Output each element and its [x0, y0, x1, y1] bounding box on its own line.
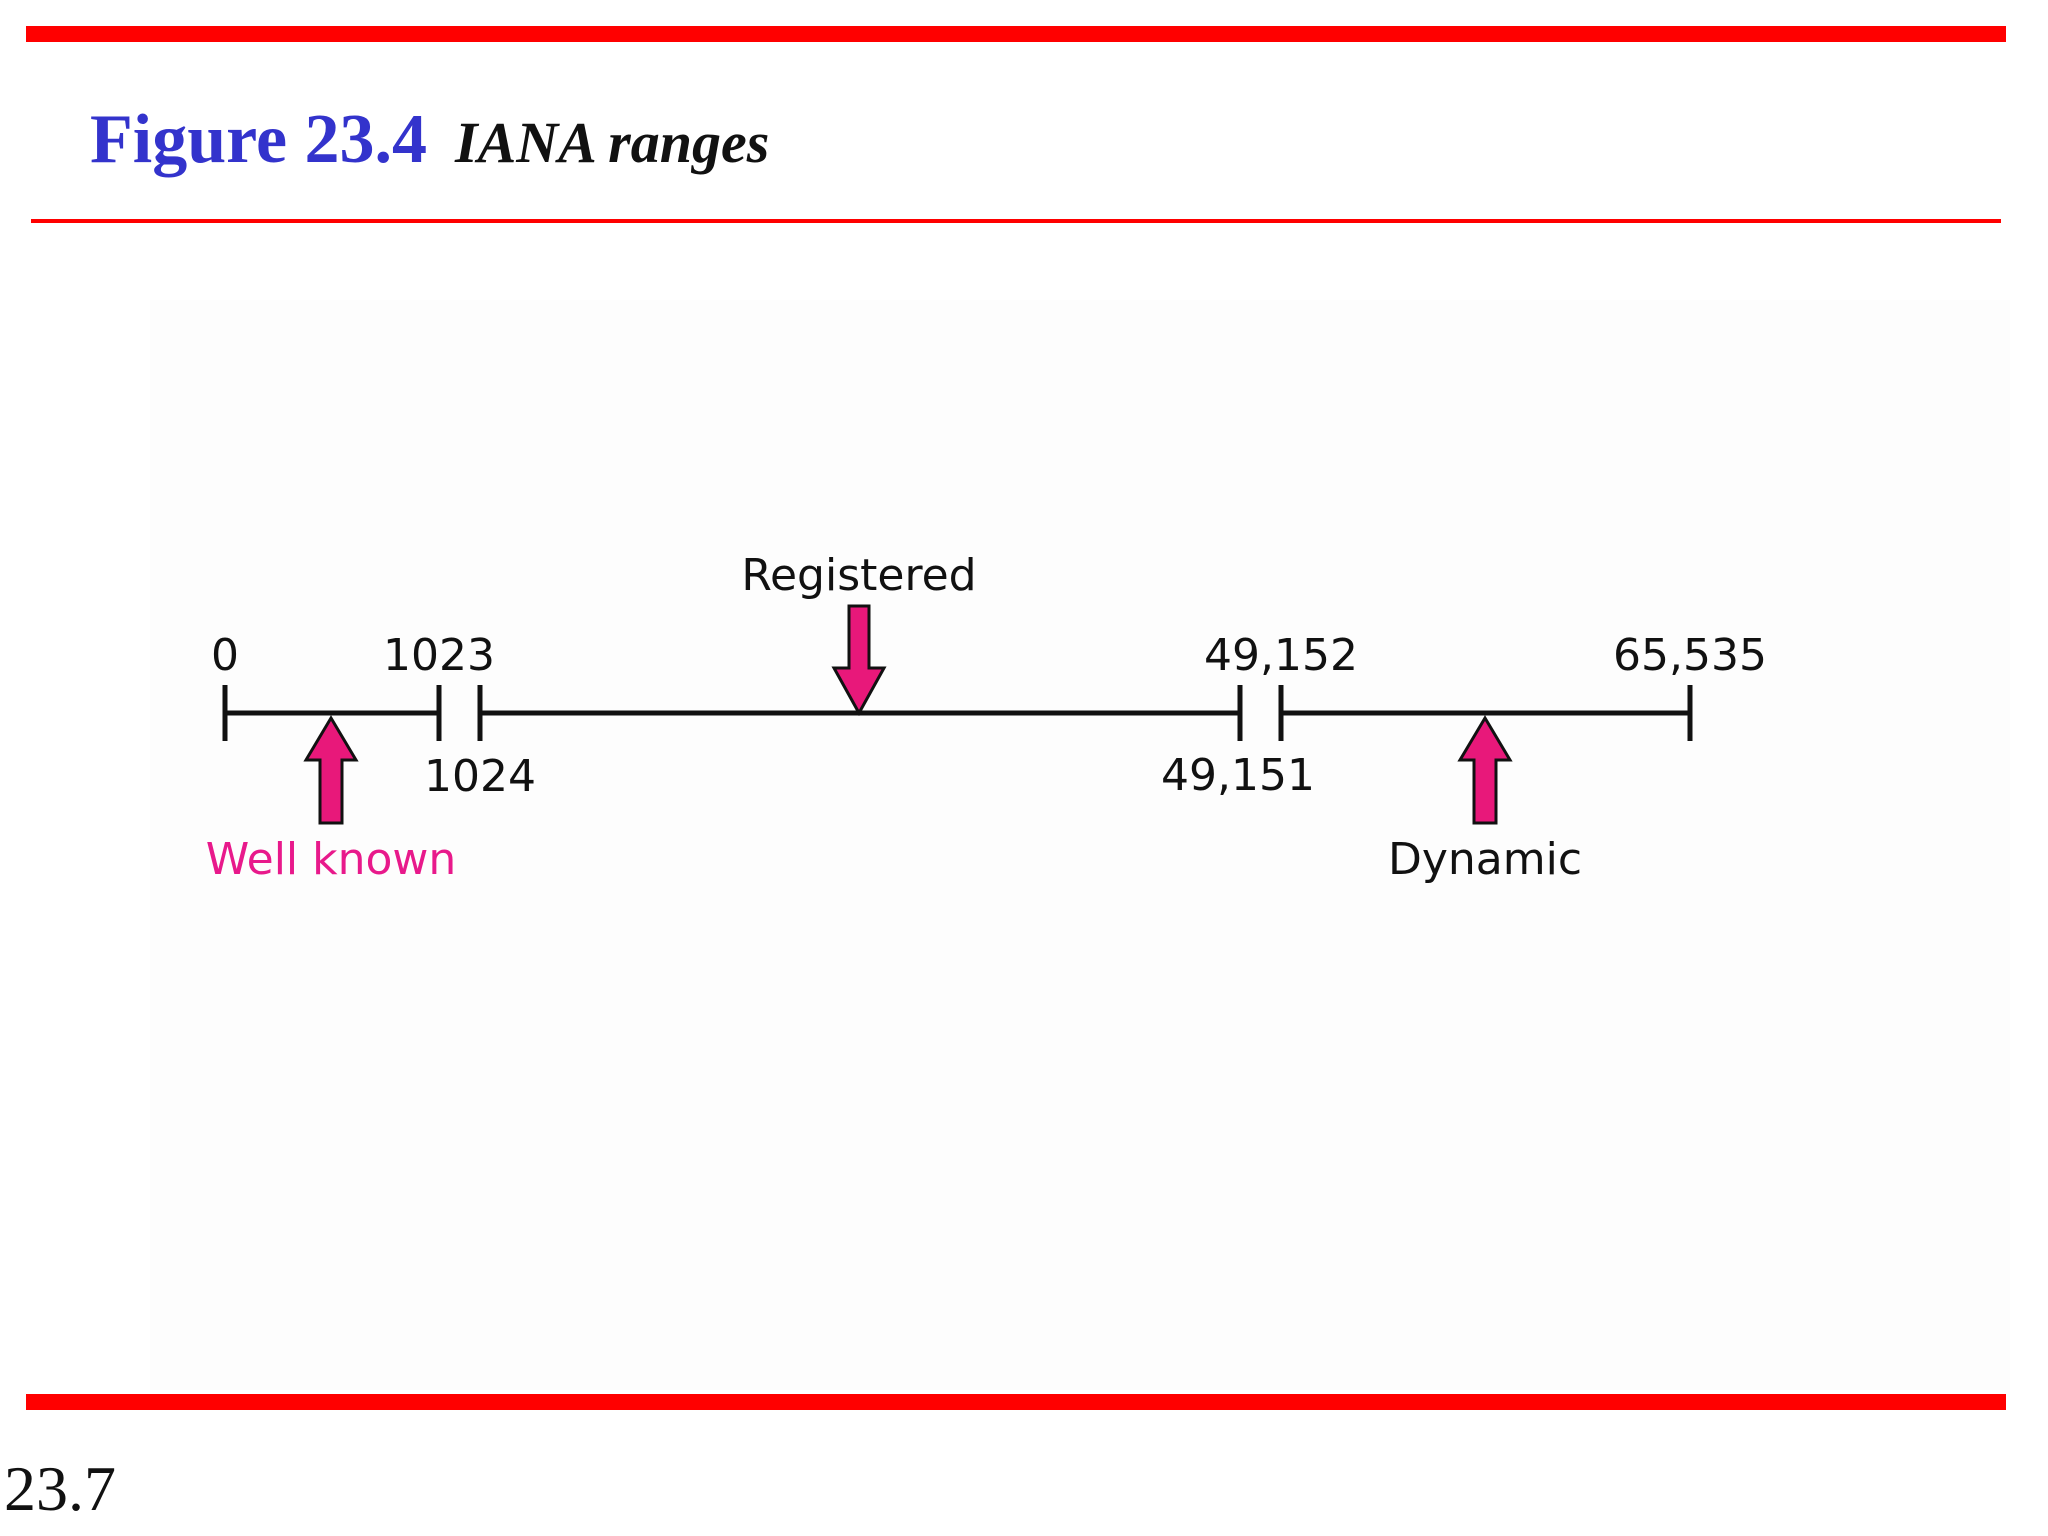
label-49152: 49,152 [1204, 630, 1358, 681]
title-underline-rule [31, 219, 2001, 223]
registered-label: Registered [741, 550, 976, 601]
page-number: 23.7 [4, 1453, 116, 1524]
figure-number: Figure 23.4 [90, 101, 428, 178]
label-1023: 1023 [383, 630, 495, 681]
bottom-red-rule [26, 1394, 2006, 1410]
label-1024: 1024 [424, 751, 536, 802]
label-0: 0 [211, 630, 239, 681]
figure-caption: IANA ranges [455, 110, 770, 175]
well-known-up-arrow-icon [303, 715, 359, 825]
registered-down-arrow-icon [831, 604, 887, 717]
dynamic-label: Dynamic [1388, 834, 1582, 885]
well-known-label: Well known [206, 834, 457, 885]
figure-panel [150, 300, 2010, 1390]
label-49151: 49,151 [1161, 750, 1315, 801]
label-65535: 65,535 [1613, 630, 1767, 681]
dynamic-up-arrow-icon [1457, 715, 1513, 825]
top-red-rule [26, 26, 2006, 42]
slide-title: Figure 23.4 IANA ranges [90, 100, 769, 180]
